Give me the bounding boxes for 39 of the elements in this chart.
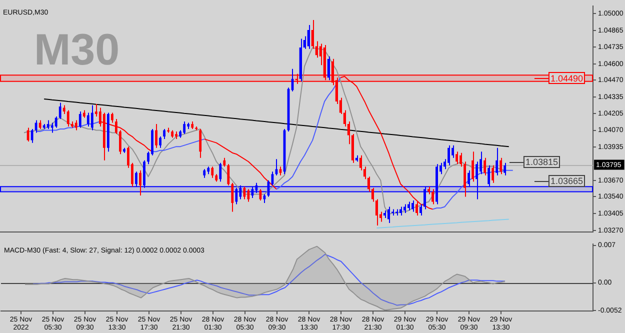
candlestick — [504, 162, 506, 176]
candlestick — [500, 157, 502, 175]
candlestick — [86, 112, 90, 128]
ref-line-label: 1.03665 — [550, 176, 584, 186]
candlestick — [231, 182, 234, 212]
candlestick — [34, 120, 38, 134]
candlestick — [159, 136, 162, 148]
candlestick — [30, 128, 34, 144]
candlestick — [163, 128, 166, 140]
candlestick — [492, 164, 494, 184]
candlestick — [74, 120, 78, 131]
candlestick — [247, 188, 250, 202]
candlestick — [327, 56, 330, 81]
candlestick — [472, 151, 474, 182]
candlestick — [155, 124, 158, 148]
candlestick — [54, 116, 58, 128]
candlestick — [448, 144, 450, 166]
candlestick — [432, 188, 434, 205]
candlestick — [58, 102, 62, 120]
candlestick — [484, 157, 486, 176]
candlestick — [199, 128, 202, 158]
candlestick — [243, 186, 246, 200]
candlestick — [227, 164, 230, 186]
candlestick — [496, 147, 498, 176]
candlestick — [211, 166, 214, 178]
candlestick — [78, 110, 82, 128]
candlestick — [139, 170, 142, 196]
candlestick — [387, 206, 390, 224]
candlestick — [259, 188, 262, 201]
candlestick — [456, 151, 458, 165]
annotation: M30 — [34, 25, 120, 74]
band-label: 1.04490 — [550, 73, 584, 84]
ref-line-label: 1.03815 — [525, 157, 558, 168]
candlestick — [110, 112, 114, 124]
candlestick — [90, 104, 94, 131]
candlestick — [411, 200, 414, 212]
candlestick — [66, 110, 70, 128]
candlestick — [183, 121, 186, 135]
candlestick — [219, 162, 222, 182]
